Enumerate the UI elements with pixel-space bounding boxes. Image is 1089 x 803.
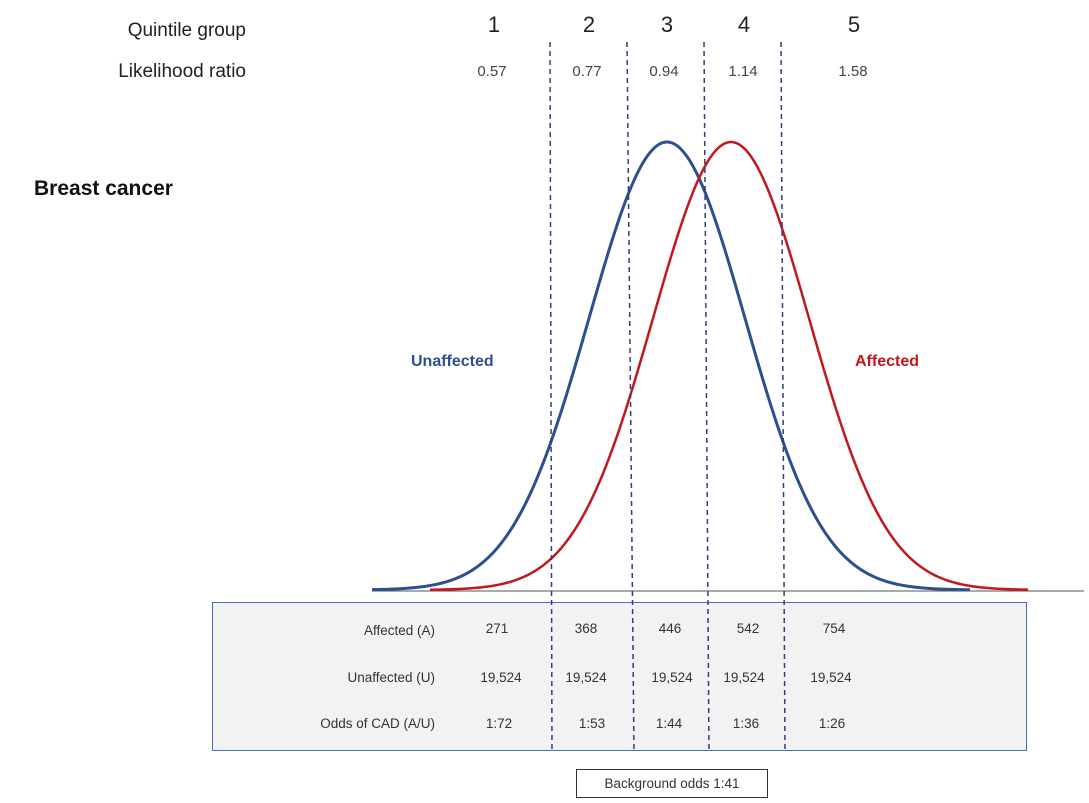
counts-table: Affected (A) Unaffected (U) Odds of CAD … <box>212 602 1027 751</box>
table-cell: 1:44 <box>655 716 683 731</box>
table-row-label: Odds of CAD (A/U) <box>320 716 435 731</box>
quintile-number: 4 <box>737 12 751 37</box>
quintile-divider <box>780 41 786 753</box>
table-cell: 19,524 <box>651 670 693 685</box>
table-cell: 271 <box>485 621 509 636</box>
table-cell: 19,524 <box>810 670 852 685</box>
likelihood-ratio-value: 0.77 <box>572 63 602 80</box>
likelihood-ratio-label: Likelihood ratio <box>118 61 246 82</box>
affected-label: Affected <box>855 353 920 370</box>
table-row-label: Affected (A) <box>363 623 435 638</box>
quintile-divider <box>549 41 553 753</box>
quintile-number: 1 <box>487 12 501 37</box>
unaffected-label: Unaffected <box>411 353 494 370</box>
quintile-divider <box>626 41 635 753</box>
table-cell: 754 <box>822 621 846 636</box>
table-cell: 1:72 <box>485 716 513 731</box>
quintile-group-label: Quintile group <box>127 20 246 41</box>
table-cell: 1:36 <box>732 716 760 731</box>
likelihood-ratio-value: 0.94 <box>649 63 679 80</box>
likelihood-ratio-value: 0.57 <box>477 63 507 80</box>
table-cell: 19,524 <box>480 670 522 685</box>
unaffected-curve <box>371 140 971 592</box>
likelihood-ratio-value: 1.58 <box>838 63 868 80</box>
table-cell: 446 <box>658 621 682 636</box>
quintile-number: 2 <box>582 12 596 37</box>
table-cell: 1:53 <box>578 716 606 731</box>
likelihood-ratio-value: 1.14 <box>728 63 758 80</box>
table-cell: 1:26 <box>818 716 846 731</box>
quintile-number: 3 <box>660 12 674 37</box>
table-cell: 542 <box>736 621 760 636</box>
table-cell: 19,524 <box>723 670 765 685</box>
affected-curve <box>429 140 1029 591</box>
diagram-title: Breast cancer <box>34 177 173 200</box>
table-row-label: Unaffected (U) <box>347 670 435 685</box>
quintile-number: 5 <box>847 12 861 37</box>
background-odds-box: Background odds 1:41 <box>576 769 768 798</box>
quintile-divider <box>703 41 710 753</box>
table-cell: 368 <box>574 621 598 636</box>
table-cell: 19,524 <box>565 670 607 685</box>
